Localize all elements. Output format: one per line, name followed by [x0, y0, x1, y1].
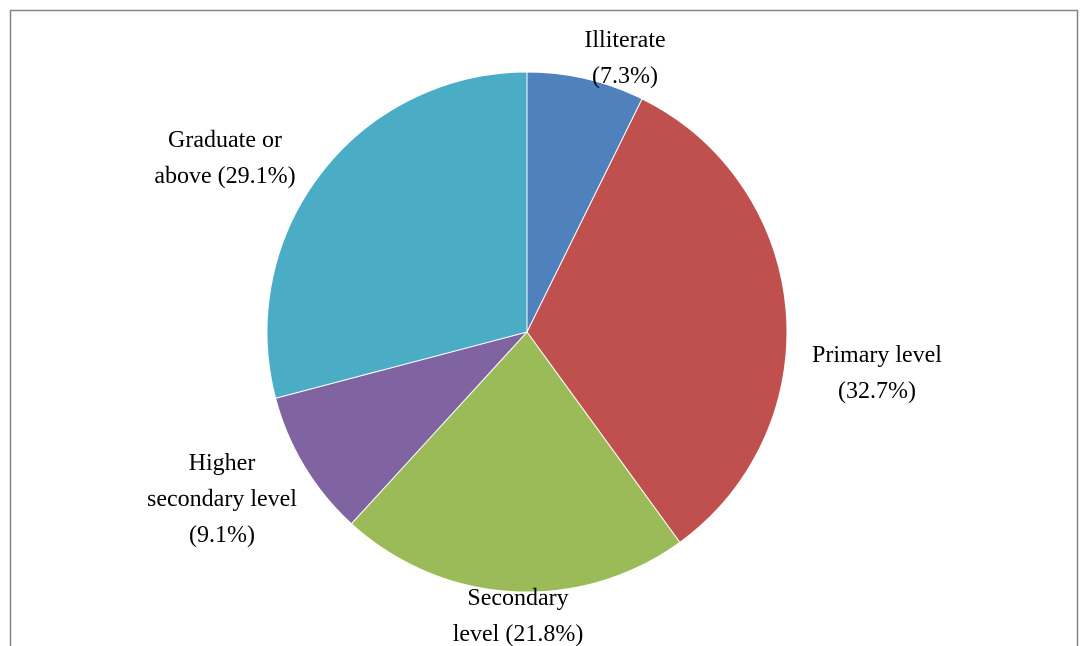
category-label: Higher secondary level	[147, 450, 297, 512]
value-label: (9.1%)	[189, 522, 255, 548]
category-label: Graduate or above	[154, 127, 282, 189]
value-label: (29.1%)	[217, 163, 296, 189]
pie-slice	[266, 71, 528, 399]
slice-label: Higher secondary level (9.1%)	[138, 445, 306, 553]
category-label: Primary level	[812, 342, 942, 368]
pie-slice	[350, 331, 681, 593]
slice-label: Primary level (32.7%)	[782, 337, 972, 409]
pie-slice	[526, 71, 643, 333]
slice-label: Secondary level (21.8%)	[443, 580, 593, 646]
slice-label: Illiterate (7.3%)	[560, 22, 690, 94]
pie-slice	[274, 331, 529, 525]
slice-label: Graduate or above (29.1%)	[140, 122, 310, 194]
value-label: (32.7%)	[838, 378, 916, 404]
value-label: (21.8%)	[505, 621, 584, 646]
chart-border	[9, 9, 1079, 646]
value-label: (7.3%)	[592, 63, 658, 89]
category-label: Secondary level	[452, 585, 569, 646]
category-label: Illiterate	[584, 27, 666, 53]
pie-slice	[526, 98, 788, 544]
